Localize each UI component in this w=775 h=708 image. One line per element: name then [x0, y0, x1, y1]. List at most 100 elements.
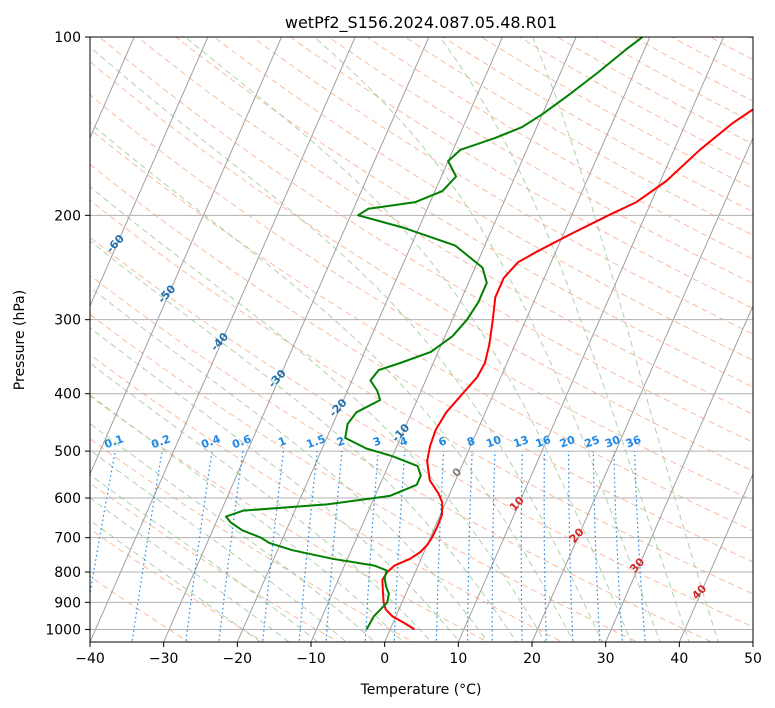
moist-adiabat — [90, 326, 461, 642]
y-tick-label: 400 — [54, 387, 81, 403]
mixing-ratio-label: 30 — [603, 433, 622, 451]
dry-adiabat — [90, 236, 753, 628]
isotherm — [384, 37, 651, 642]
dry-adiabat — [90, 128, 753, 532]
dry-adiabat — [747, 37, 753, 41]
mixing-ratio-label: 2 — [335, 434, 347, 449]
x-axis-title: Temperature (°C) — [360, 682, 482, 698]
isotherm-label: -60 — [104, 232, 127, 256]
mixing-ratio-line — [185, 451, 213, 642]
mixing-ratio-label: 1 — [276, 434, 288, 449]
mixing-ratio-line — [568, 451, 574, 642]
mixing-ratio-line — [491, 451, 496, 642]
dry-adiabat — [709, 37, 753, 61]
mixing-ratio-label: 10 — [484, 433, 503, 451]
mixing-ratio-label: 25 — [583, 433, 602, 450]
isotherm-label: -70 — [51, 185, 74, 209]
dry-adiabat — [98, 37, 753, 443]
isotherm-label: -40 — [208, 330, 231, 354]
isotherm-label: 20 — [567, 525, 587, 545]
mixing-ratio-label: 6 — [437, 434, 449, 449]
mixing-ratio-label: 4 — [398, 434, 410, 449]
moist-adiabat — [185, 37, 632, 642]
dry-adiabat — [90, 94, 753, 502]
dry-adiabat — [90, 60, 753, 472]
mixing-ratio-label: 0.4 — [199, 432, 222, 451]
y-tick-label: 900 — [54, 595, 81, 611]
isotherm — [531, 136, 753, 642]
moist-adiabat — [90, 497, 290, 642]
dry-adiabat — [90, 353, 564, 642]
y-tick-label: 1000 — [45, 622, 81, 638]
dry-adiabat — [175, 37, 753, 388]
mixing-ratio-line — [592, 451, 601, 642]
dry-adiabat — [735, 10, 775, 654]
dry-adiabat — [90, 199, 753, 595]
mixing-ratio-line — [262, 451, 285, 642]
mixing-ratio-line — [634, 451, 646, 642]
x-tick-label: 10 — [449, 651, 467, 667]
y-tick-label: 300 — [54, 313, 81, 329]
temperature-line — [381, 108, 753, 631]
isotherm — [605, 304, 753, 642]
mixing-ratio-line — [520, 451, 523, 642]
isotherm — [457, 37, 725, 642]
isotherm — [752, 640, 753, 642]
dry-adiabat — [90, 482, 340, 642]
isotherm — [90, 37, 356, 642]
isotherm — [163, 37, 430, 642]
mixing-ratio-line — [364, 451, 379, 642]
mixing-ratio-label: 36 — [624, 433, 643, 451]
axes: −40 −30 −20 −10 0 10 20 30 40 5010020030040050060… — [45, 30, 762, 667]
isotherm-label: -50 — [155, 282, 178, 306]
isotherm-label: 10 — [507, 494, 527, 514]
x-tick-label: 40 — [670, 651, 688, 667]
moist-adiabat — [90, 449, 348, 642]
moist-adiabat — [90, 519, 262, 642]
moist-adiabat — [90, 122, 575, 642]
dry-adiabat — [327, 37, 753, 285]
isotherm — [90, 37, 283, 476]
moist-adiabat — [90, 186, 546, 642]
isotherm-label: 0 — [450, 465, 465, 480]
dry-adiabat — [90, 528, 265, 642]
mixing-ratio-line — [325, 451, 343, 642]
x-tick-label: −10 — [296, 651, 326, 667]
mixing-ratio-line — [298, 451, 318, 642]
mixing-ratio-label: 20 — [558, 433, 577, 451]
moist-adiabat — [439, 37, 690, 642]
profile-series — [225, 37, 753, 631]
dry-adiabat — [365, 37, 753, 260]
mixing-ratio-line — [543, 451, 547, 642]
background-lines — [0, 10, 775, 654]
isotherm — [90, 37, 209, 308]
dry-adiabat — [90, 395, 489, 642]
isotherm — [0, 10, 72, 654]
y-tick-label: 500 — [54, 444, 81, 460]
y-tick-label: 200 — [54, 208, 81, 224]
dry-adiabat — [213, 37, 753, 361]
isotherm — [310, 37, 577, 642]
moist-adiabat — [90, 286, 489, 642]
isotherm — [678, 472, 753, 642]
mixing-ratio-label: 0.1 — [103, 432, 126, 451]
isotherm-label: -30 — [266, 367, 289, 391]
mixing-ratio-label: 8 — [465, 434, 477, 449]
dry-adiabat — [670, 37, 753, 81]
x-tick-label: −20 — [223, 651, 253, 667]
x-tick-label: 0 — [380, 651, 389, 667]
y-tick-label: 600 — [54, 491, 81, 507]
mixing-ratio-line — [466, 451, 473, 642]
x-tick-label: 30 — [597, 651, 615, 667]
mixing-ratio-label: 16 — [534, 433, 553, 451]
moist-adiabat — [90, 422, 376, 642]
dry-adiabat — [90, 313, 639, 642]
dry-adiabat — [403, 37, 753, 236]
dry-adiabat — [137, 37, 753, 415]
dry-adiabat — [90, 438, 414, 642]
mixing-ratio-label: 1.5 — [305, 432, 328, 451]
mixing-ratio-line — [393, 451, 406, 642]
x-tick-label: −40 — [75, 651, 105, 667]
mixing-ratio-line — [90, 450, 116, 597]
